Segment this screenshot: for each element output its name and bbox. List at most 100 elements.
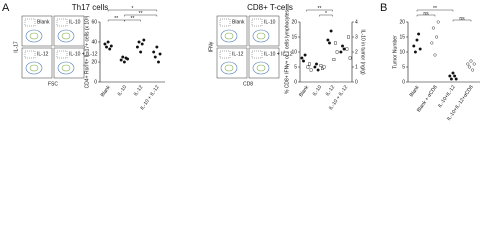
data-dot — [448, 74, 452, 78]
data-dot — [140, 42, 144, 46]
y2-dot — [321, 67, 324, 70]
data-dot — [431, 26, 435, 30]
data-dot — [139, 50, 143, 54]
data-dot — [326, 38, 330, 42]
y2-dot — [348, 56, 352, 60]
flow-ylabel: IL-17 — [13, 41, 19, 53]
y-tick-label: 20 — [399, 19, 405, 25]
cell-cloud — [220, 61, 238, 75]
x-tick-label: IL-10 — [117, 84, 129, 97]
y-axis-label: Tumor Number — [392, 35, 398, 69]
data-dot — [472, 62, 476, 66]
cell-cloud — [25, 61, 43, 75]
gate — [251, 18, 263, 27]
data-dot — [300, 56, 304, 60]
cell-cloud — [25, 29, 43, 43]
y2-dot — [332, 58, 336, 61]
significance-bracket — [306, 9, 333, 12]
data-dot — [108, 47, 112, 51]
significance-bracket — [416, 9, 454, 12]
data-dot — [119, 58, 123, 62]
panel-title: CD8+ T-cells — [247, 3, 293, 12]
flow-xlabel: CD8 — [243, 81, 253, 87]
significance-label: ns — [459, 16, 465, 22]
flow-plot — [216, 15, 248, 47]
y-tick-label: 0 — [294, 79, 297, 85]
y2-dot — [308, 62, 311, 66]
data-dot — [313, 65, 317, 69]
axis — [407, 22, 480, 83]
y2-axis-label: IL-10 in tumor (ng/g) — [360, 29, 366, 75]
data-dot — [466, 62, 470, 66]
flow-ylabel: IFNγ — [208, 41, 214, 52]
y-tick-label: 5 — [294, 64, 297, 70]
data-dot — [137, 40, 141, 44]
data-dot — [316, 68, 320, 72]
y2-tick-label: 2 — [355, 49, 358, 55]
data-dot — [471, 68, 475, 72]
panel-letter: A — [2, 2, 10, 14]
cell-cloud — [29, 64, 39, 72]
y2-dot — [306, 65, 310, 69]
data-dot — [105, 45, 109, 49]
x-tick-label: IL-12 — [133, 84, 145, 97]
data-dot — [303, 53, 307, 57]
y2-tick-label: 4 — [355, 19, 358, 25]
data-dot — [417, 32, 421, 36]
quadrant-label: IL-10 + IL-12 — [264, 51, 293, 57]
data-dot — [329, 29, 333, 33]
significance-bracket — [124, 19, 141, 22]
significance-bracket — [319, 14, 333, 17]
data-dot — [126, 57, 130, 61]
y-tick-label: 20 — [291, 19, 297, 25]
data-dot — [315, 62, 319, 66]
gate — [56, 50, 68, 59]
data-dot — [469, 59, 473, 63]
axis — [99, 22, 165, 83]
quadrant-label: Blank — [37, 19, 50, 25]
flow-plot — [248, 15, 280, 47]
quadrant-label: IL-10 — [69, 19, 81, 25]
y2-dot — [347, 35, 350, 39]
panel-letter: B — [380, 2, 387, 14]
cell-cloud — [256, 64, 266, 72]
cell-cloud — [252, 61, 270, 75]
significance-label: * — [132, 6, 134, 12]
cell-cloud — [29, 32, 39, 40]
quadrant-label: IL-12 — [37, 51, 49, 57]
y-tick-label: 15 — [399, 34, 405, 40]
data-dot — [413, 50, 417, 54]
significance-label: ** — [139, 11, 143, 17]
y2-dot — [319, 64, 323, 67]
cell-cloud — [57, 29, 75, 43]
significance-label: ** — [433, 6, 437, 12]
data-dot — [153, 55, 157, 59]
data-dot — [412, 44, 416, 48]
significance-label: ** — [318, 6, 322, 12]
flow-plot — [21, 15, 53, 47]
data-dot — [341, 44, 345, 48]
axis — [299, 22, 352, 83]
cell-cloud — [256, 32, 266, 40]
x-tick-label: IL-12 — [325, 84, 337, 97]
y2-tick-label: 1 — [355, 64, 358, 70]
x-tick-label: IL-10+IL-12 — [437, 84, 457, 109]
y-tick-label: 5 — [402, 64, 405, 70]
quadrant-label: IL-10 — [264, 19, 276, 25]
data-dot — [109, 44, 113, 48]
significance-label: ** — [114, 16, 118, 22]
data-dot — [467, 65, 471, 69]
cell-cloud — [61, 64, 71, 72]
y-tick-label: 40 — [91, 39, 97, 45]
significance-bracket — [452, 19, 472, 22]
data-dot — [436, 20, 440, 24]
data-dot — [451, 71, 455, 75]
y-tick-label: 15 — [291, 34, 297, 40]
data-dot — [454, 77, 458, 81]
flow-plot — [216, 47, 248, 79]
y-tick-label: 10 — [399, 49, 405, 55]
y2-dot — [322, 65, 326, 69]
gate — [251, 50, 263, 59]
data-dot — [121, 55, 125, 59]
